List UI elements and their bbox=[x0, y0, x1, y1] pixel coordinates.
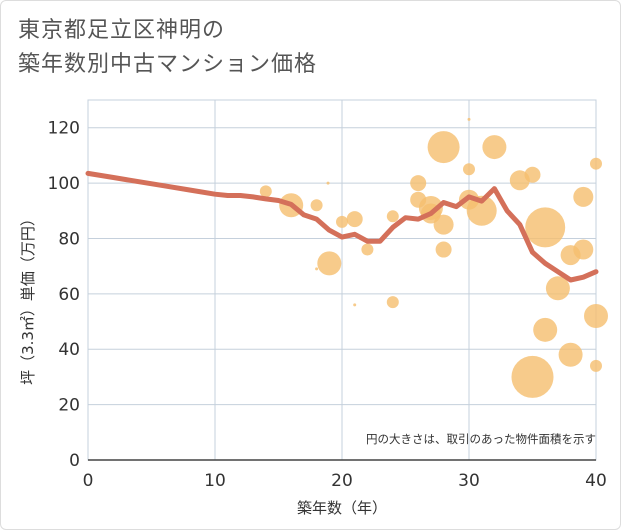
bubble-point bbox=[346, 211, 363, 228]
bubble-point bbox=[545, 276, 570, 301]
x-tick-label: 10 bbox=[204, 471, 226, 491]
bubble-point bbox=[336, 215, 348, 228]
bubble-point bbox=[525, 207, 566, 248]
y-tick-label: 20 bbox=[58, 396, 80, 416]
bubble-point bbox=[584, 304, 608, 328]
x-axis-label: 築年数（年） bbox=[297, 499, 387, 517]
trend-line bbox=[85, 170, 599, 283]
x-tick-label: 0 bbox=[83, 471, 94, 491]
bubble-point bbox=[573, 239, 594, 260]
bubble-point bbox=[558, 342, 583, 367]
title-line-2: 築年数別中古マンション価格 bbox=[18, 52, 318, 77]
bubble-point bbox=[386, 210, 399, 223]
bubble-point bbox=[511, 355, 554, 398]
bubble-point bbox=[410, 175, 427, 192]
bubble-layer bbox=[259, 117, 608, 398]
bubble-point bbox=[427, 131, 460, 164]
y-tick-label: 60 bbox=[58, 285, 80, 305]
y-tick-label: 80 bbox=[58, 229, 80, 249]
y-axis-label: 坪（3.3㎡）単価（万円） bbox=[19, 211, 37, 385]
bubble-point bbox=[573, 186, 594, 207]
bubble-point bbox=[317, 251, 342, 276]
bubble-point bbox=[467, 117, 471, 121]
axes: 0 10 20 30 40 0 20 40 60 80 100 120 bbox=[48, 119, 607, 491]
bubble-point bbox=[326, 181, 330, 185]
bubble-point bbox=[433, 214, 454, 235]
chart-title: 東京都足立区神明の 築年数別中古マンション価格 bbox=[18, 14, 578, 82]
bubble-point bbox=[463, 163, 475, 176]
x-tick-label: 30 bbox=[458, 471, 480, 491]
x-tick-label: 20 bbox=[331, 471, 353, 491]
bubble-point bbox=[353, 303, 357, 307]
grid-lines bbox=[87, 99, 597, 461]
y-tick-label: 0 bbox=[69, 451, 80, 471]
bubble-point bbox=[524, 166, 541, 183]
x-tick-label: 40 bbox=[585, 471, 607, 491]
y-tick-label: 40 bbox=[58, 340, 80, 360]
bubble-point bbox=[361, 243, 374, 256]
bubble-point bbox=[386, 296, 399, 309]
y-tick-label: 120 bbox=[48, 119, 80, 139]
bubble-point bbox=[466, 195, 497, 226]
bubble-point bbox=[590, 157, 602, 170]
title-line-1: 東京都足立区神明の bbox=[18, 18, 226, 43]
y-tick-label: 100 bbox=[48, 174, 80, 194]
bubble-point bbox=[590, 359, 602, 372]
bubble-point bbox=[533, 317, 558, 342]
size-annotation: 円の大きさは、取引のあった物件面積を示す bbox=[366, 432, 596, 446]
bubble-point bbox=[435, 241, 452, 258]
bubble-point bbox=[259, 185, 272, 198]
bubble-point bbox=[482, 135, 507, 160]
bubble-point bbox=[315, 267, 319, 271]
bubble-point bbox=[310, 199, 323, 212]
